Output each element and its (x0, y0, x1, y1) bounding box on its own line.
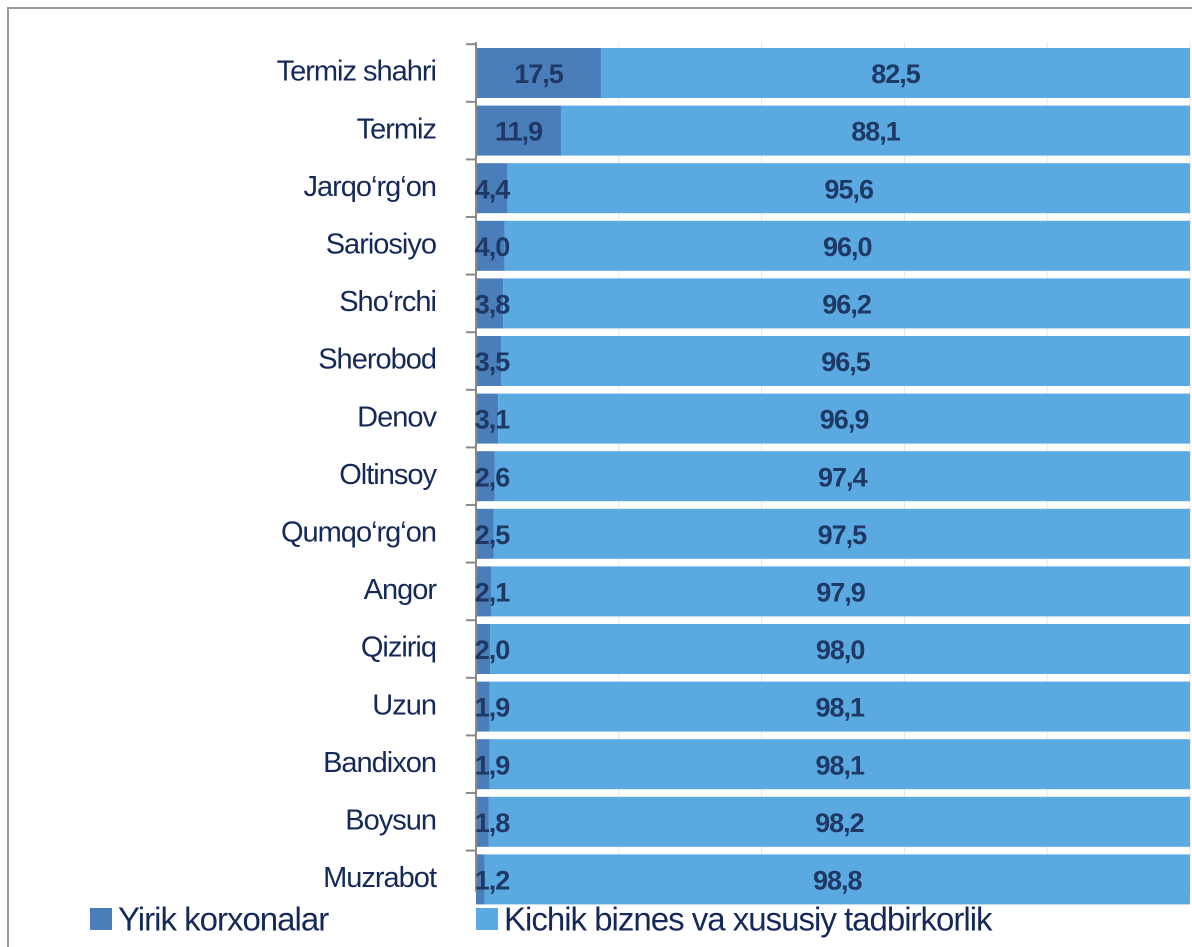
category-label: Bandixon (323, 747, 436, 779)
bar-segment (600, 48, 1190, 98)
value-label: 3,8 (475, 290, 511, 320)
chart-frame (7, 7, 1192, 947)
value-label: 1,8 (475, 808, 511, 838)
bar-segment (507, 163, 1190, 214)
category-label: Qumqo‘rg‘on (281, 516, 436, 548)
bar-segment (560, 105, 1190, 156)
bar-segment (493, 508, 1191, 559)
bar-segment (494, 451, 1191, 502)
value-label: 2,5 (475, 520, 511, 550)
value-label: 82,5 (871, 59, 921, 89)
value-label: 98,8 (813, 866, 863, 896)
bar-segment (476, 681, 490, 732)
bar-segment (504, 220, 1190, 271)
legend-swatch (476, 908, 498, 930)
value-label: 3,1 (475, 405, 511, 435)
bar-segment (500, 336, 1190, 386)
bar-segment (476, 393, 499, 444)
category-label: Sherobod (318, 344, 436, 376)
value-label: 2,6 (475, 462, 511, 492)
value-label: 96,0 (823, 232, 872, 262)
legend-label: Kichik biznes va xususiy tadbirkorlik (504, 901, 993, 938)
category-label: Muzrabot (323, 862, 437, 894)
value-label: 96,9 (820, 405, 870, 435)
category-label: Uzun (372, 689, 436, 721)
category-label: Sho‘rchi (339, 286, 436, 318)
value-label: 3,5 (475, 347, 511, 377)
value-label: 88,1 (851, 117, 901, 147)
legend-label: Yirik korxonalar (118, 901, 329, 938)
value-label: 97,9 (816, 578, 866, 608)
bar-segment (498, 393, 1190, 444)
category-label: Oltinsoy (339, 459, 437, 491)
bar-segment (488, 796, 1190, 847)
category-label: Sariosiyo (326, 228, 436, 260)
value-label: 96,5 (821, 347, 871, 377)
value-label: 17,5 (514, 59, 564, 89)
bar-segment (476, 854, 485, 905)
value-label: 98,2 (815, 808, 864, 838)
value-label: 95,6 (824, 174, 874, 204)
bar-segment (476, 739, 490, 790)
category-label: Termiz (357, 113, 437, 145)
bar-segment (489, 681, 1190, 732)
bar-segment (476, 220, 505, 271)
value-label: 1,9 (475, 750, 511, 780)
value-label: 1,9 (475, 693, 511, 723)
value-label: 98,0 (816, 635, 865, 665)
legend-swatch (90, 908, 112, 930)
value-label: 98,1 (816, 693, 866, 723)
value-label: 96,2 (822, 290, 871, 320)
bar-segment (476, 508, 494, 559)
bar-segment (503, 278, 1191, 329)
value-label: 97,5 (818, 520, 868, 550)
value-label: 11,9 (495, 117, 543, 147)
bar-segment (476, 105, 561, 156)
value-label: 1,2 (475, 866, 510, 896)
value-label: 97,4 (818, 462, 868, 492)
category-label: Denov (357, 401, 437, 433)
bar-segment (489, 739, 1190, 790)
bar-segment (476, 451, 495, 502)
bar-segment (490, 624, 1190, 674)
bar-segment (476, 566, 491, 617)
bar-segment (476, 796, 489, 847)
value-label: 4,4 (475, 174, 511, 204)
category-label: Termiz shahri (277, 56, 436, 88)
bar-segment (490, 566, 1190, 617)
bar-segment (476, 48, 601, 98)
bar-segment (476, 163, 508, 214)
bar-segment (476, 278, 504, 329)
value-label: 98,1 (816, 750, 866, 780)
value-label: 4,0 (475, 232, 510, 262)
category-label: Angor (364, 574, 438, 606)
value-label: 2,1 (475, 578, 511, 608)
bar-segment (476, 624, 491, 674)
category-label: Boysun (345, 804, 436, 836)
bar-segment (476, 336, 501, 386)
category-label: Jarqo‘rg‘on (304, 171, 436, 203)
bar-segment (484, 854, 1190, 905)
category-label: Qiziriq (361, 632, 436, 664)
value-label: 2,0 (475, 635, 510, 665)
